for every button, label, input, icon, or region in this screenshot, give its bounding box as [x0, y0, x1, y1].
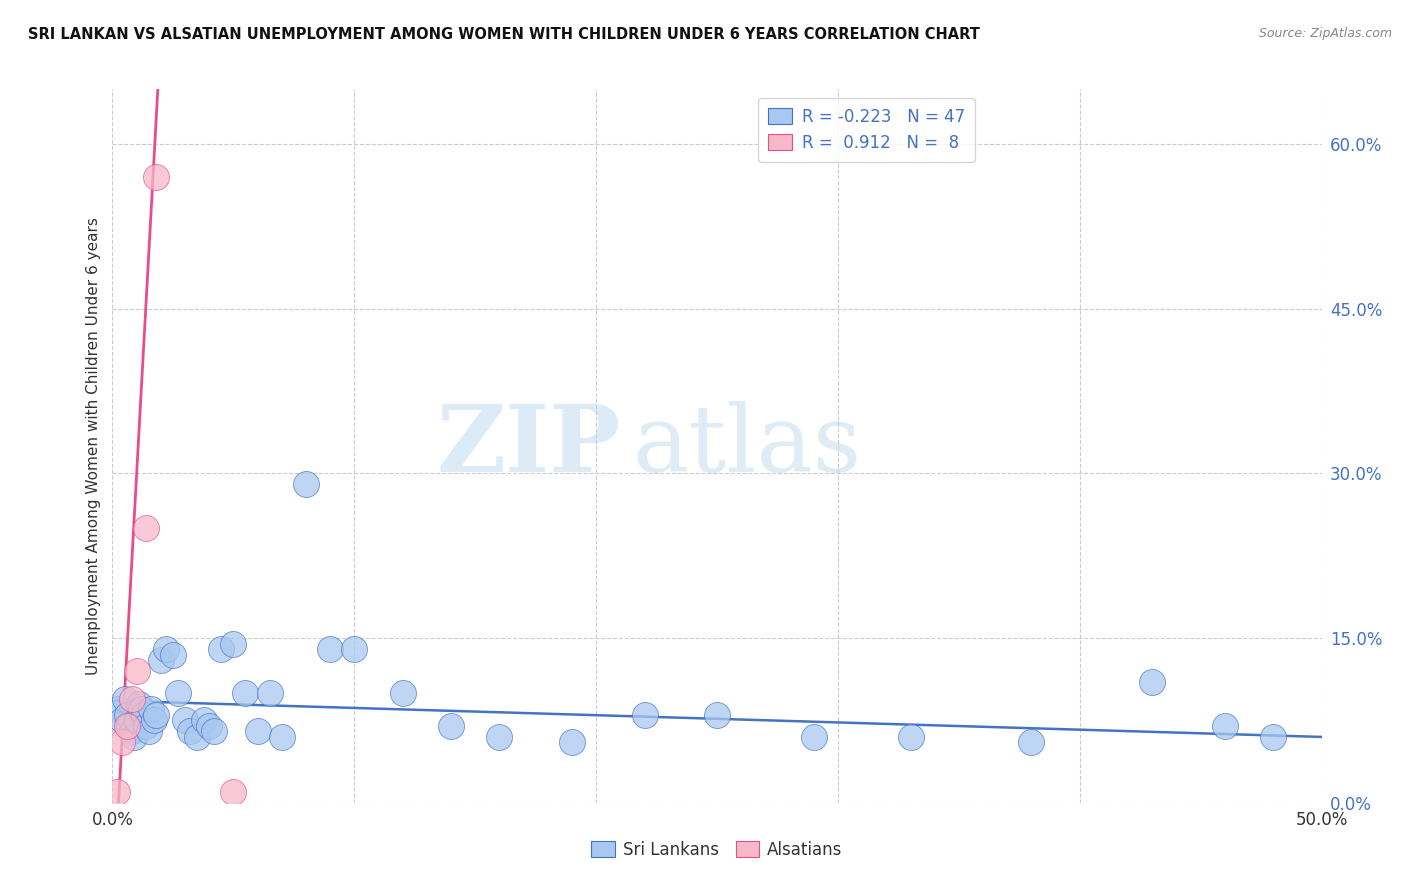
Point [122, 730, 145, 744]
Point [193, 714, 215, 728]
Point [391, 686, 413, 700]
Point [141, 702, 163, 716]
Point [115, 719, 138, 733]
Point [209, 642, 232, 657]
Point [235, 686, 257, 700]
Point [706, 708, 728, 723]
Point [149, 653, 172, 667]
Point [198, 719, 221, 733]
Point [900, 730, 922, 744]
Point [111, 714, 134, 728]
Point [1213, 719, 1236, 733]
Text: SRI LANKAN VS ALSATIAN UNEMPLOYMENT AMONG WOMEN WITH CHILDREN UNDER 6 YEARS CORR: SRI LANKAN VS ALSATIAN UNEMPLOYMENT AMON… [28, 27, 980, 42]
Point [145, 169, 167, 184]
Point [259, 686, 281, 700]
Point [440, 719, 463, 733]
Point [186, 730, 208, 744]
Point [166, 686, 188, 700]
Point [115, 708, 138, 723]
Point [111, 735, 134, 749]
Point [121, 691, 143, 706]
Point [132, 708, 155, 723]
Point [488, 730, 510, 744]
Point [131, 702, 153, 716]
Point [142, 714, 165, 728]
Point [319, 642, 342, 657]
Legend: Sri Lankans, Alsatians: Sri Lankans, Alsatians [585, 835, 849, 866]
Point [1263, 730, 1285, 744]
Point [162, 648, 184, 662]
Point [561, 735, 583, 749]
Point [128, 697, 150, 711]
Point [222, 785, 245, 799]
Point [246, 724, 269, 739]
Point [121, 724, 143, 739]
Point [633, 708, 655, 723]
Point [105, 785, 128, 799]
Point [155, 642, 177, 657]
Point [202, 724, 225, 739]
Point [138, 724, 160, 739]
Point [114, 691, 136, 706]
Point [222, 637, 245, 651]
Text: atlas: atlas [633, 401, 862, 491]
Point [125, 664, 148, 678]
Point [105, 702, 128, 716]
Point [174, 714, 197, 728]
Point [135, 521, 157, 535]
Point [145, 708, 167, 723]
Point [295, 477, 318, 491]
Point [135, 719, 157, 733]
Point [118, 719, 141, 733]
Point [1021, 735, 1043, 749]
Point [1142, 675, 1164, 690]
Point [179, 724, 201, 739]
Point [125, 714, 148, 728]
Text: ZIP: ZIP [436, 401, 620, 491]
Text: Source: ZipAtlas.com: Source: ZipAtlas.com [1258, 27, 1392, 40]
Point [270, 730, 292, 744]
Y-axis label: Unemployment Among Women with Children Under 6 years: Unemployment Among Women with Children U… [86, 217, 101, 675]
Point [343, 642, 366, 657]
Point [803, 730, 825, 744]
